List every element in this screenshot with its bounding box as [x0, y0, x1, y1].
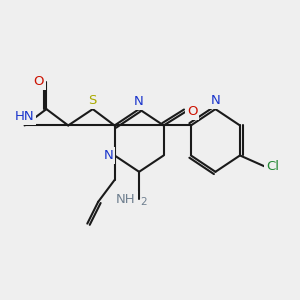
Text: HN: HN — [15, 110, 34, 123]
Text: N: N — [134, 95, 144, 108]
Text: Cl: Cl — [266, 160, 279, 173]
Text: N: N — [103, 149, 113, 162]
Text: O: O — [187, 105, 197, 118]
Text: S: S — [88, 94, 97, 107]
Text: NH: NH — [116, 193, 136, 206]
Text: N: N — [211, 94, 220, 107]
Text: O: O — [34, 75, 44, 88]
Text: 2: 2 — [141, 197, 147, 207]
